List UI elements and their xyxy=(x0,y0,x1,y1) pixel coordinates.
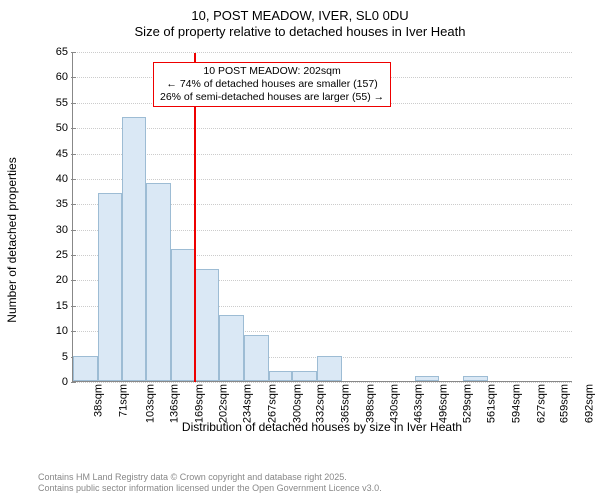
y-tick-label: 35 xyxy=(38,198,68,210)
histogram-bar xyxy=(195,269,219,381)
y-tick-label: 60 xyxy=(38,71,68,83)
title-block: 10, POST MEADOW, IVER, SL0 0DU Size of p… xyxy=(0,0,600,41)
histogram-bar xyxy=(463,376,488,381)
annotation-box: 10 POST MEADOW: 202sqm← 74% of detached … xyxy=(153,62,391,107)
histogram-bar xyxy=(415,376,440,381)
y-tick-label: 40 xyxy=(38,173,68,185)
x-tick-label: 430sqm xyxy=(388,384,400,423)
figure-container: 10, POST MEADOW, IVER, SL0 0DU Size of p… xyxy=(0,0,600,500)
x-tick-label: 594sqm xyxy=(510,384,522,423)
histogram-bar xyxy=(146,183,171,381)
y-tick-label: 25 xyxy=(38,249,68,261)
plot-area: 10 POST MEADOW: 202sqm← 74% of detached … xyxy=(72,52,572,382)
y-tick-label: 10 xyxy=(38,325,68,337)
x-tick-label: 300sqm xyxy=(291,384,303,423)
x-tick-label: 496sqm xyxy=(437,384,449,423)
x-tick-label: 234sqm xyxy=(242,384,254,423)
y-tick-label: 55 xyxy=(38,97,68,109)
annotation-line: ← 74% of detached houses are smaller (15… xyxy=(160,78,384,91)
y-tick-label: 65 xyxy=(38,46,68,58)
histogram-bar xyxy=(73,356,98,381)
x-axis-label: Distribution of detached houses by size … xyxy=(72,420,572,434)
x-tick-label: 202sqm xyxy=(218,384,230,423)
histogram-bar xyxy=(317,356,342,381)
x-tick-label: 136sqm xyxy=(169,384,181,423)
histogram-bar xyxy=(171,249,196,381)
histogram-bar xyxy=(219,315,244,381)
y-axis-label: Number of detached properties xyxy=(5,157,19,322)
title-line2: Size of property relative to detached ho… xyxy=(0,24,600,40)
y-tick-label: 50 xyxy=(38,122,68,134)
x-tick-label: 267sqm xyxy=(266,384,278,423)
x-tick-label: 692sqm xyxy=(584,384,596,423)
y-tick-mark xyxy=(71,382,76,383)
x-tick-label: 103sqm xyxy=(144,384,156,423)
x-tick-label: 463sqm xyxy=(413,384,425,423)
annotation-line: 26% of semi-detached houses are larger (… xyxy=(160,91,384,104)
x-tick-label: 529sqm xyxy=(462,384,474,423)
x-tick-label: 332sqm xyxy=(315,384,327,423)
histogram-bar xyxy=(269,371,293,381)
y-tick-label: 5 xyxy=(38,351,68,363)
x-tick-label: 398sqm xyxy=(364,384,376,423)
chart-outer: Number of detached properties 0510152025… xyxy=(38,50,580,430)
x-tick-label: 365sqm xyxy=(340,384,352,423)
x-tick-label: 561sqm xyxy=(486,384,498,423)
y-tick-label: 15 xyxy=(38,300,68,312)
x-tick-label: 38sqm xyxy=(93,384,105,417)
y-tick-label: 20 xyxy=(38,274,68,286)
x-tick-label: 659sqm xyxy=(559,384,571,423)
footer: Contains HM Land Registry data © Crown c… xyxy=(38,472,382,495)
histogram-bar xyxy=(98,193,122,381)
histogram-bar xyxy=(244,335,269,381)
x-tick-label: 627sqm xyxy=(535,384,547,423)
x-tick-label: 71sqm xyxy=(117,384,129,417)
title-line1: 10, POST MEADOW, IVER, SL0 0DU xyxy=(0,8,600,24)
x-tick-label: 169sqm xyxy=(193,384,205,423)
y-tick-label: 30 xyxy=(38,224,68,236)
y-tick-label: 0 xyxy=(38,376,68,388)
annotation-line: 10 POST MEADOW: 202sqm xyxy=(160,65,384,78)
histogram-bar xyxy=(122,117,147,381)
footer-line2: Contains public sector information licen… xyxy=(38,483,382,494)
y-tick-label: 45 xyxy=(38,148,68,160)
histogram-bar xyxy=(292,371,317,381)
footer-line1: Contains HM Land Registry data © Crown c… xyxy=(38,472,382,483)
